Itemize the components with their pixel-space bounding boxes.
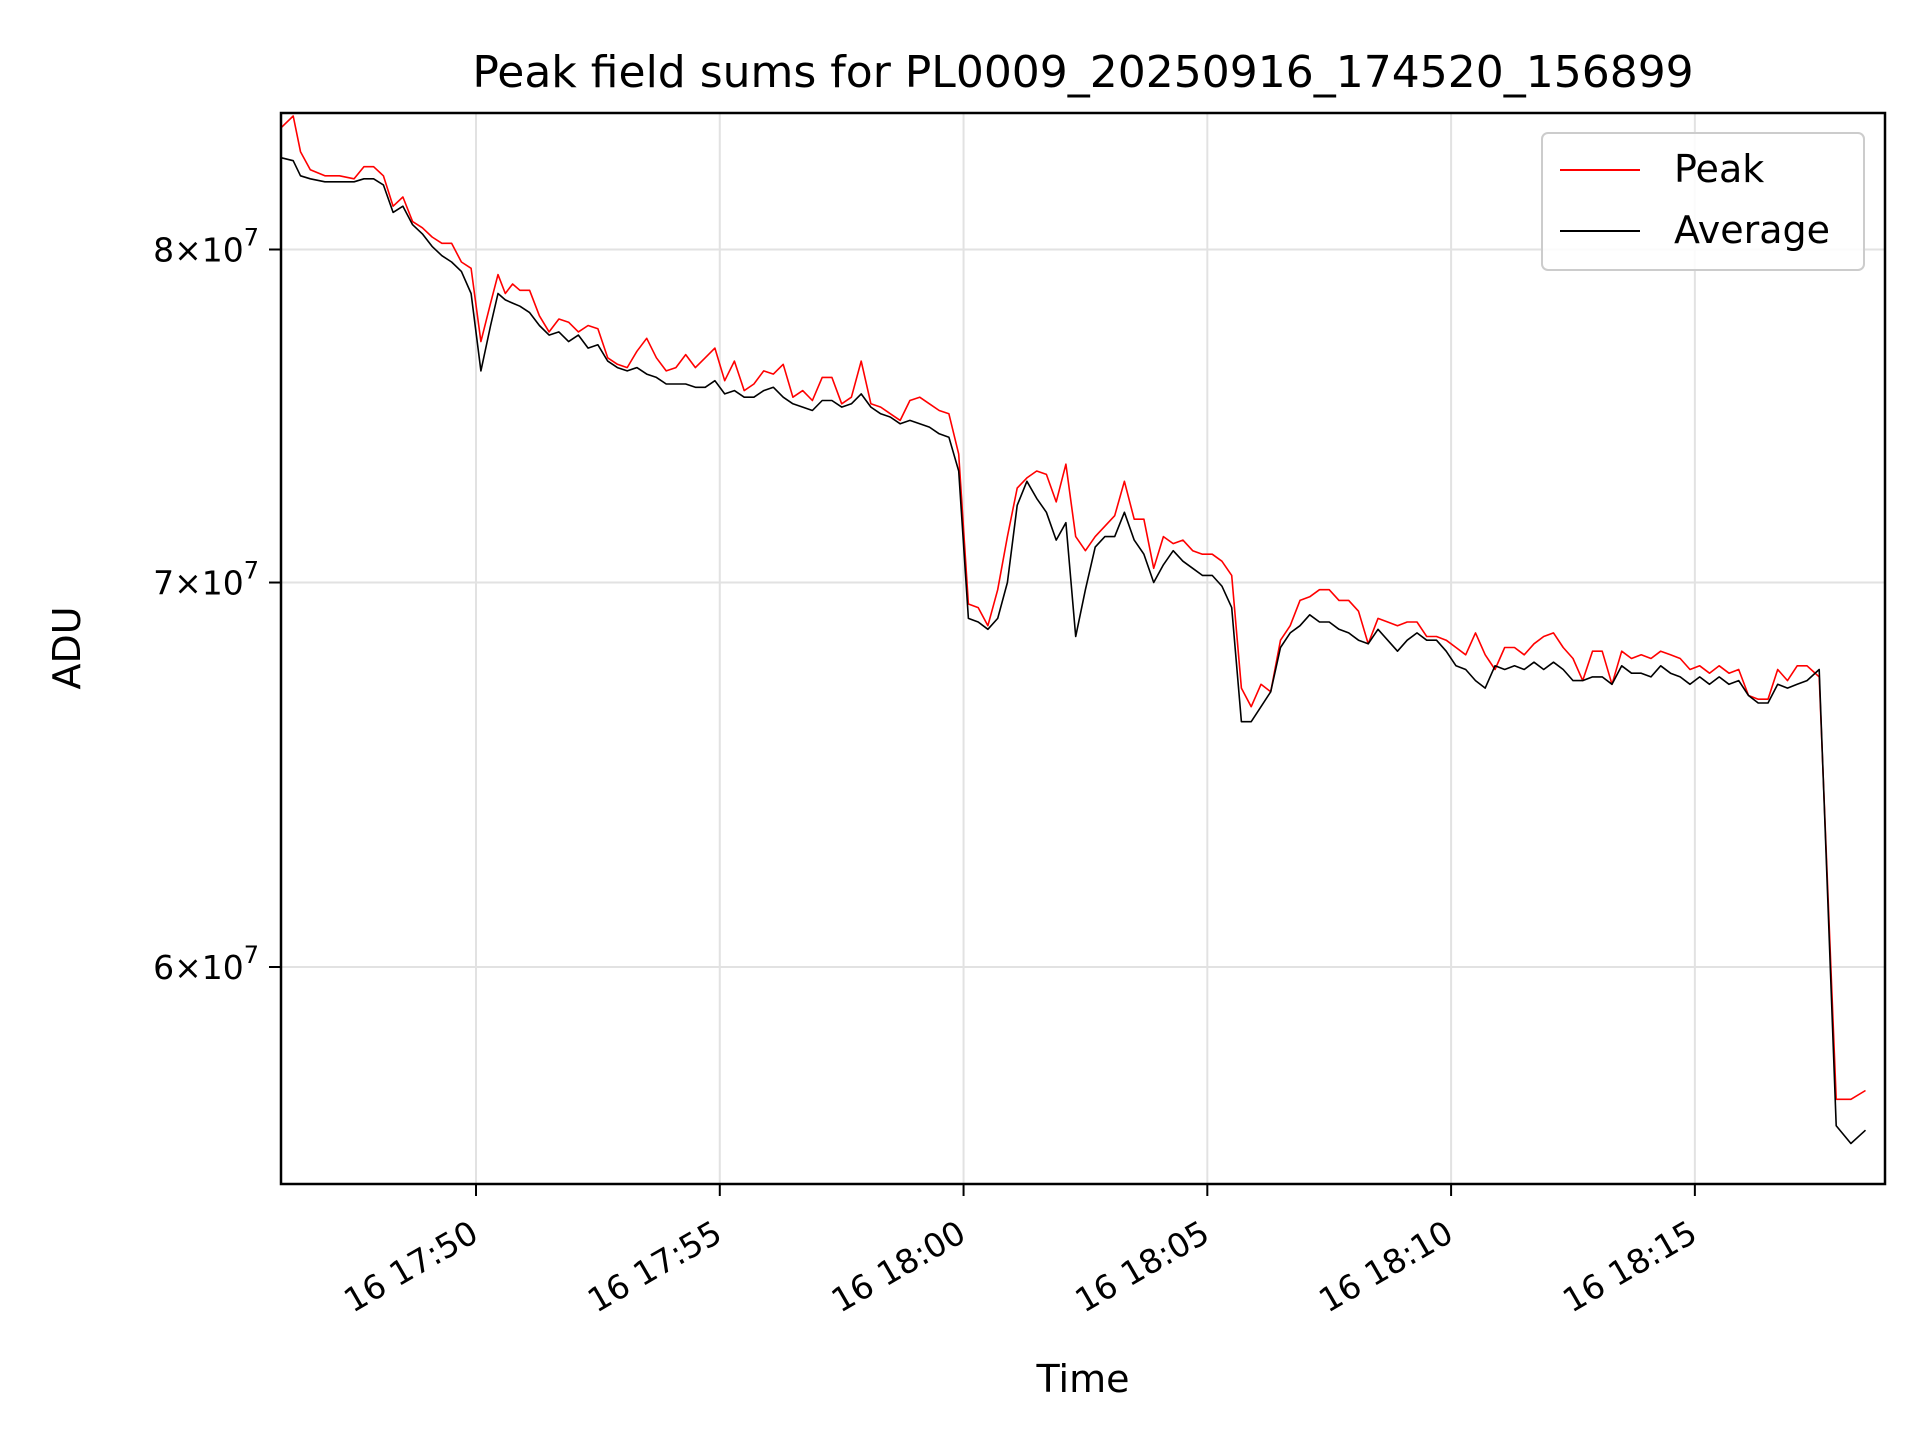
- legend-label-peak: Peak: [1674, 147, 1764, 191]
- x-axis-label: Time: [1036, 1357, 1130, 1401]
- legend: Peak Average: [1541, 132, 1865, 271]
- series-line-peak: [280, 115, 1866, 1101]
- y-axis-label: ADU: [45, 606, 89, 689]
- series-layer: [280, 115, 1867, 1145]
- legend-box: [1541, 132, 1865, 271]
- series-line-average: [280, 156, 1867, 1145]
- y-tick-label-0: 6×107: [153, 941, 259, 987]
- chart-title: Peak field sums for PL0009_20250916_1745…: [472, 47, 1693, 98]
- plot-frame: [279, 111, 1887, 1186]
- y-tick-label-1: 7×107: [153, 557, 259, 603]
- y-tick-label-2: 8×107: [153, 223, 259, 269]
- legend-label-average: Average: [1674, 208, 1830, 252]
